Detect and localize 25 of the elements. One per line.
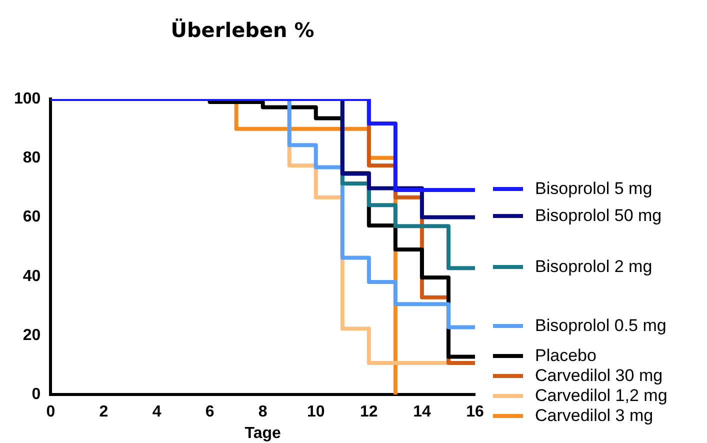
x-tick-label: 2 <box>99 404 108 421</box>
x-tick-label: 12 <box>360 404 378 421</box>
x-axis-title: Tage <box>244 424 282 442</box>
x-tick-label: 0 <box>46 404 56 421</box>
y-tick-label: 40 <box>22 268 41 285</box>
chart-title: Überleben % <box>170 18 314 42</box>
legend-label: Carvedilol 1,2 mg <box>535 386 668 406</box>
y-tick-label: 0 <box>32 386 41 404</box>
legend-label: Carvedilol 3 mg <box>535 406 654 426</box>
legend-label: Carvedilol 30 mg <box>535 366 663 386</box>
y-tick-label: 20 <box>22 326 41 344</box>
legend-label: Bisoprolol 50 mg <box>535 206 662 226</box>
legend-label: Placebo <box>535 346 596 366</box>
y-tick-label: 100 <box>14 90 41 108</box>
x-tick-label: 6 <box>205 404 214 421</box>
y-tick-label: 60 <box>22 208 41 226</box>
x-tick-label: 8 <box>258 404 268 421</box>
legend-label: Bisoprolol 5 mg <box>535 179 652 200</box>
legend-label: Bisoprolol 2 mg <box>535 257 652 278</box>
legend-label: Bisoprolol 0.5 mg <box>535 316 666 336</box>
x-tick-label: 10 <box>306 404 325 421</box>
x-tick-label: 4 <box>152 404 162 421</box>
x-tick-label: 14 <box>413 404 431 421</box>
x-tick-label: 16 <box>466 404 484 421</box>
y-tick-label: 80 <box>22 150 41 167</box>
